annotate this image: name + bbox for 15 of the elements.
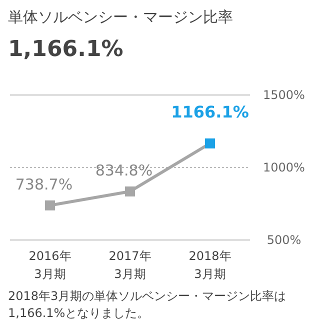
- data-label: 738.7%: [15, 175, 73, 194]
- y-tick-label: 500%: [266, 233, 302, 247]
- chart-title: 単体ソルベンシー・マージン比率: [8, 8, 233, 26]
- x-tick-label: 2018年3月期: [188, 248, 232, 283]
- y-tick-label: 1000%: [263, 160, 305, 174]
- data-label: 1166.1%: [171, 102, 249, 122]
- chart-subtitle: 1,166.1%: [8, 37, 124, 62]
- point: [125, 186, 135, 196]
- x-tick-label: 2017年3月期: [108, 248, 152, 283]
- point: [45, 200, 55, 210]
- y-tick-label: 1500%: [263, 88, 305, 102]
- point: [205, 138, 215, 148]
- x-tick-label: 2016年3月期: [28, 248, 72, 283]
- text: 2018年3月期の単体ソルベンシー・マージン比率は1,166.1%となりました。: [8, 288, 288, 322]
- data-label: 834.8%: [95, 161, 153, 180]
